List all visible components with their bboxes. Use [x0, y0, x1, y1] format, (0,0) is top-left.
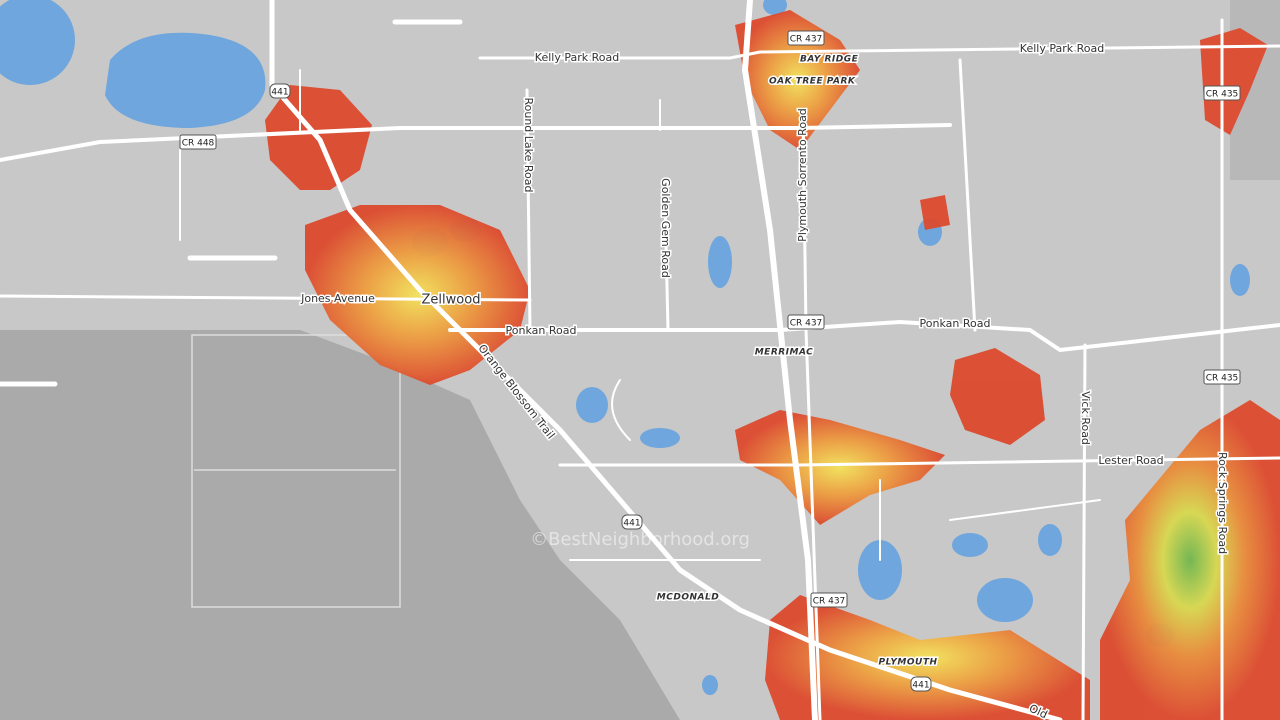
road-shield: CR 435 — [1203, 369, 1241, 385]
road-label: Lester Road — [1098, 454, 1163, 467]
shield-bg — [1203, 369, 1241, 385]
road-label: Kelly Park Road — [1020, 42, 1104, 55]
shield-label: 441 — [271, 88, 288, 98]
road-label: Ponkan Road — [920, 317, 991, 330]
shield-label: CR 435 — [1206, 374, 1239, 384]
road-label: Ponkan Road — [506, 324, 577, 337]
parcel — [191, 334, 401, 608]
place-label: MERRIMAC — [755, 348, 814, 358]
shield-label: CR 437 — [790, 319, 823, 329]
shield-label: 441 — [912, 681, 929, 691]
road-label: Golden Gem Road — [659, 178, 672, 278]
place-label: PLYMOUTH — [878, 658, 937, 668]
shield-bg — [787, 30, 825, 46]
road-shield: CR 435 — [1203, 85, 1241, 101]
road-label: Rock Springs Road — [1216, 452, 1229, 554]
road-shield: 441 — [269, 83, 291, 99]
place-label: Zellwood — [422, 293, 481, 308]
shield-bg — [269, 83, 291, 99]
rural-area — [0, 330, 680, 720]
road-label: Kelly Park Road — [535, 51, 619, 64]
shield-bg — [621, 514, 643, 530]
shield-bg — [810, 592, 848, 608]
shield-bg — [787, 314, 825, 330]
road-shield: CR 448 — [179, 134, 217, 150]
shields: CR 437 CR 437 CR 437 CR 448 CR 435 CR 435 441 4… — [179, 30, 1241, 692]
road-label: Vick Road — [1079, 391, 1092, 445]
shield-bg — [179, 134, 217, 150]
place-labels: BAY RIDGE OAK TREE PARK Zellwood MERRIMA… — [420, 53, 938, 669]
place-label: BAY RIDGE — [800, 55, 859, 65]
shield-label: 441 — [623, 519, 640, 529]
neighborhood-heatmap — [265, 10, 1280, 720]
place-label: OAK TREE PARK — [769, 77, 856, 87]
shield-label: CR 448 — [182, 139, 215, 149]
road-shield: 441 — [621, 514, 643, 530]
road-shield: CR 437 — [787, 314, 825, 330]
road-label: Plymouth Sorrento Road — [796, 108, 809, 242]
shield-label: CR 437 — [813, 597, 846, 607]
road-label: Jones Avenue — [300, 292, 375, 305]
shield-label: CR 437 — [790, 35, 823, 45]
watermark: ©BestNeighborhood.org — [530, 529, 750, 550]
shield-label: CR 435 — [1206, 90, 1239, 100]
road-shield: CR 437 — [787, 30, 825, 46]
shield-bg — [1203, 85, 1241, 101]
road-shield: CR 437 — [810, 592, 848, 608]
shield-bg — [910, 676, 932, 692]
road-shield: 441 — [910, 676, 932, 692]
place-label: MCDONALD — [657, 593, 719, 603]
road-label: Round Lake Road — [522, 97, 535, 192]
